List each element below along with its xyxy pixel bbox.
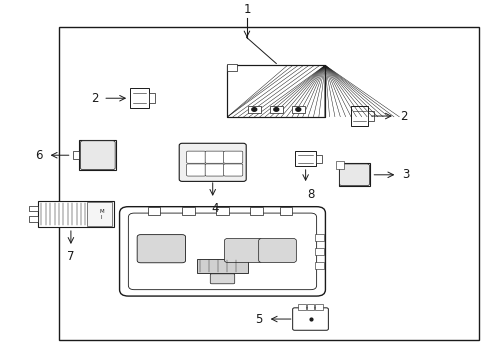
Circle shape: [295, 108, 300, 111]
Bar: [38, 201, 113, 227]
Bar: [216, 207, 228, 215]
Text: 6: 6: [35, 149, 43, 162]
FancyBboxPatch shape: [186, 151, 205, 163]
Text: l: l: [101, 215, 102, 220]
FancyBboxPatch shape: [179, 143, 246, 181]
FancyBboxPatch shape: [137, 235, 185, 263]
Bar: [297, 304, 305, 310]
Bar: [314, 262, 323, 269]
FancyBboxPatch shape: [224, 239, 262, 262]
Circle shape: [251, 108, 256, 111]
Bar: [147, 207, 160, 215]
Bar: [247, 105, 260, 113]
Bar: [87, 202, 112, 226]
Text: 5: 5: [255, 312, 263, 325]
Bar: [295, 151, 315, 166]
Bar: [73, 151, 79, 159]
FancyBboxPatch shape: [186, 164, 205, 176]
Bar: [79, 140, 116, 170]
Bar: [291, 105, 304, 113]
Text: 3: 3: [401, 168, 409, 181]
Text: 4: 4: [211, 202, 219, 215]
FancyBboxPatch shape: [292, 308, 327, 330]
Text: 2: 2: [91, 92, 98, 105]
FancyBboxPatch shape: [80, 141, 115, 170]
Bar: [315, 304, 323, 310]
Bar: [269, 105, 282, 113]
Bar: [59, 27, 478, 341]
Bar: [314, 234, 323, 241]
FancyBboxPatch shape: [258, 239, 296, 262]
FancyBboxPatch shape: [210, 274, 234, 284]
Bar: [29, 216, 38, 222]
FancyBboxPatch shape: [205, 164, 224, 176]
Bar: [227, 65, 325, 117]
Text: 2: 2: [399, 109, 407, 122]
Bar: [279, 207, 292, 215]
Text: 7: 7: [67, 251, 75, 264]
Bar: [338, 163, 370, 186]
Text: M: M: [99, 209, 103, 213]
Bar: [148, 93, 154, 103]
Bar: [250, 207, 263, 215]
Text: 8: 8: [306, 188, 314, 201]
Bar: [314, 248, 323, 255]
Circle shape: [273, 108, 278, 111]
Bar: [182, 207, 194, 215]
Bar: [130, 89, 148, 108]
Bar: [227, 65, 325, 117]
FancyBboxPatch shape: [205, 151, 224, 163]
FancyBboxPatch shape: [339, 164, 369, 186]
Bar: [350, 106, 367, 126]
FancyBboxPatch shape: [119, 207, 325, 296]
Text: 1: 1: [243, 3, 250, 15]
Bar: [197, 259, 247, 273]
Bar: [315, 155, 321, 162]
FancyBboxPatch shape: [223, 151, 242, 163]
FancyBboxPatch shape: [223, 164, 242, 176]
Bar: [336, 161, 343, 168]
Bar: [29, 206, 38, 211]
Bar: [306, 304, 314, 310]
Bar: [227, 63, 237, 71]
Bar: [227, 65, 325, 117]
Bar: [367, 111, 373, 121]
